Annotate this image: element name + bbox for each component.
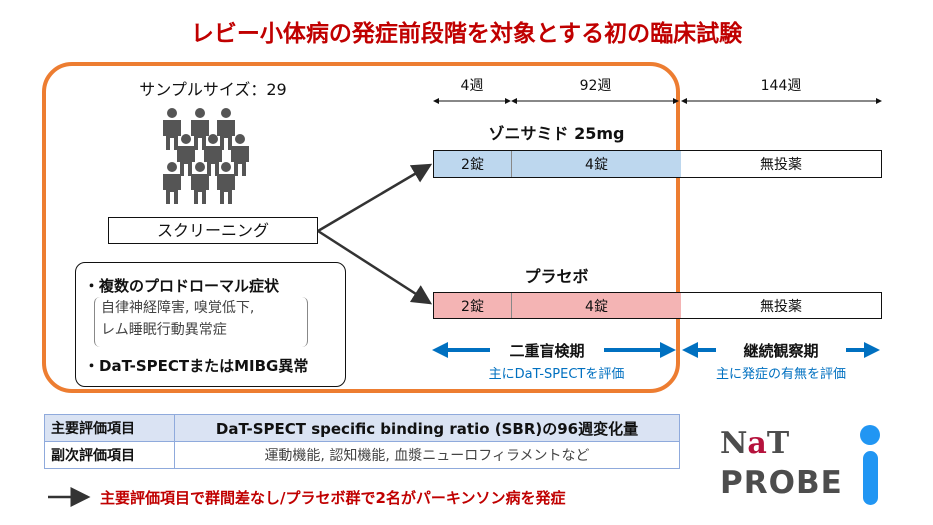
arrow-to-zonisamide (317, 163, 433, 233)
placebo-label: プラセボ (524, 267, 589, 286)
placebo-dose-2: 4錠 (512, 293, 681, 318)
placebo-dose-1: 2錠 (434, 293, 512, 318)
zonisamide-label: ゾニサミド 25mg (488, 124, 625, 143)
table-row: 副次評価項目 運動機能, 認知機能, 血漿ニューロフィラメントなど (44, 441, 680, 469)
enrollment-frame (42, 62, 680, 393)
logo-probe: PROBE (720, 465, 843, 501)
zonisamide-dose-1: 2錠 (434, 151, 512, 177)
page-title: レビー小体病の発症前段階を対象とする初の臨床試験 (190, 21, 743, 47)
logo-i-dot (860, 425, 880, 445)
endpoint-label: 主要評価項目 (44, 414, 175, 442)
phase-double-blind: 二重盲検期 (509, 342, 585, 360)
endpoints-table: 主要評価項目 DaT-SPECT specific binding ratio … (44, 414, 680, 469)
placebo-bar: 2錠 4錠 無投薬 (433, 292, 882, 319)
screening-box: スクリーニング (108, 217, 318, 244)
endpoint-value: DaT-SPECT specific binding ratio (SBR)の9… (174, 414, 680, 442)
zonisamide-bar: 2錠 4錠 無投薬 (433, 150, 882, 178)
timeline-label-92w: 92週 (579, 78, 612, 94)
endpoint-label: 副次評価項目 (44, 441, 175, 469)
table-row: 主要評価項目 DaT-SPECT specific binding ratio … (44, 414, 680, 442)
logo-t: T (766, 426, 790, 461)
placebo-no-drug: 無投薬 (760, 298, 802, 315)
criteria-item-2: ・DaT-SPECTまたはMIBG異常 (84, 357, 309, 375)
timeline-label-144w: 144週 (760, 78, 802, 94)
criteria-box: ・複数のプロドローマル症状 自律神経障害, 嗅覚低下, レム睡眠行動異常症 ・D… (75, 262, 346, 387)
criteria-item-1: ・複数のプロドローマル症状 (84, 277, 280, 295)
endpoint-value: 運動機能, 認知機能, 血漿ニューロフィラメントなど (174, 441, 680, 469)
zonisamide-dose-2: 4錠 (512, 151, 681, 177)
timeline-label-4w: 4週 (460, 78, 484, 94)
sample-size: サンプルサイズ：29 (139, 80, 287, 99)
criteria-sub-1: 自律神経障害, 嗅覚低下, (101, 300, 255, 316)
phase-followup-sub: 主に発症の有無を評価 (715, 367, 846, 382)
natprobe-logo: NaT PROBE (720, 425, 885, 510)
phase-double-blind-sub: 主にDaT-SPECTを評価 (488, 367, 625, 382)
people-icon (163, 108, 249, 204)
logo-i-stem (863, 451, 878, 505)
criteria-sub-2: レム睡眠行動異常症 (101, 322, 227, 338)
result-note: 主要評価項目で群間差なし/プラセボ群で2名がパーキンソン病を発症 (100, 489, 566, 507)
phase-followup: 継続観察期 (743, 342, 819, 360)
arrow-to-placebo (317, 229, 433, 305)
zonisamide-no-drug: 無投薬 (760, 157, 802, 173)
logo-na: Na (720, 426, 767, 461)
